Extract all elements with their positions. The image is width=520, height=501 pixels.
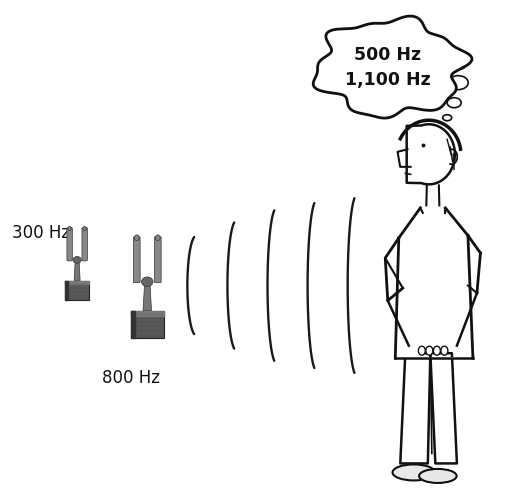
Ellipse shape <box>418 346 425 355</box>
Ellipse shape <box>83 226 86 230</box>
FancyBboxPatch shape <box>131 311 164 338</box>
Ellipse shape <box>134 235 139 240</box>
Polygon shape <box>407 124 455 184</box>
FancyBboxPatch shape <box>67 227 72 261</box>
Polygon shape <box>74 260 80 281</box>
Polygon shape <box>143 282 151 311</box>
Text: 300 Hz: 300 Hz <box>12 224 70 242</box>
FancyBboxPatch shape <box>66 281 89 300</box>
Ellipse shape <box>419 469 457 483</box>
Ellipse shape <box>443 115 452 121</box>
Ellipse shape <box>155 235 160 240</box>
FancyBboxPatch shape <box>134 236 140 283</box>
FancyBboxPatch shape <box>154 236 161 283</box>
Polygon shape <box>395 208 473 358</box>
Ellipse shape <box>448 76 468 90</box>
Text: 800 Hz: 800 Hz <box>102 369 160 387</box>
Ellipse shape <box>441 346 448 355</box>
Polygon shape <box>313 16 472 118</box>
FancyBboxPatch shape <box>82 227 87 261</box>
Ellipse shape <box>447 98 461 108</box>
Text: 500 Hz
1,100 Hz: 500 Hz 1,100 Hz <box>345 46 431 89</box>
Ellipse shape <box>426 346 433 355</box>
Ellipse shape <box>141 277 153 287</box>
Ellipse shape <box>393 464 435 480</box>
Ellipse shape <box>68 226 71 230</box>
Ellipse shape <box>73 257 81 264</box>
Polygon shape <box>426 185 439 205</box>
Ellipse shape <box>433 346 440 355</box>
